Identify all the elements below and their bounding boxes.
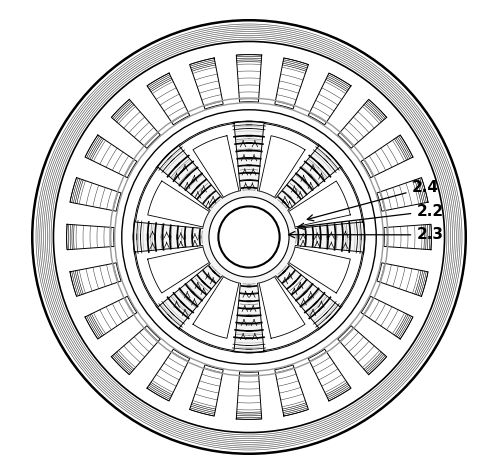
Text: 2.3: 2.3: [288, 228, 443, 242]
Polygon shape: [308, 73, 351, 125]
Polygon shape: [338, 326, 386, 374]
Polygon shape: [193, 136, 239, 197]
Polygon shape: [288, 246, 363, 307]
Polygon shape: [377, 178, 428, 211]
Polygon shape: [377, 263, 428, 296]
Polygon shape: [190, 365, 223, 416]
Polygon shape: [384, 224, 431, 250]
Polygon shape: [289, 181, 350, 227]
Polygon shape: [147, 73, 190, 125]
Polygon shape: [236, 55, 262, 102]
Polygon shape: [236, 372, 262, 419]
Polygon shape: [148, 247, 209, 293]
Circle shape: [53, 41, 445, 433]
Polygon shape: [147, 349, 190, 401]
Polygon shape: [275, 365, 308, 416]
Polygon shape: [190, 58, 223, 109]
Polygon shape: [193, 277, 239, 338]
Text: 2.2: 2.2: [298, 204, 443, 229]
Circle shape: [32, 20, 466, 454]
Polygon shape: [361, 296, 413, 339]
Polygon shape: [275, 58, 308, 109]
Polygon shape: [361, 135, 413, 178]
Polygon shape: [70, 178, 121, 211]
Polygon shape: [85, 296, 137, 339]
Polygon shape: [288, 167, 363, 228]
Polygon shape: [289, 247, 350, 293]
Polygon shape: [259, 136, 305, 197]
Polygon shape: [112, 326, 160, 374]
Polygon shape: [259, 277, 305, 338]
Polygon shape: [135, 167, 210, 228]
Polygon shape: [135, 246, 210, 307]
Text: 2.4: 2.4: [307, 180, 439, 221]
Polygon shape: [179, 276, 241, 351]
Polygon shape: [257, 123, 319, 198]
Polygon shape: [308, 349, 351, 401]
Polygon shape: [257, 276, 319, 351]
Circle shape: [209, 197, 289, 277]
Polygon shape: [70, 263, 121, 296]
Circle shape: [122, 110, 376, 364]
Polygon shape: [85, 135, 137, 178]
Polygon shape: [112, 100, 160, 148]
Polygon shape: [338, 100, 386, 148]
Polygon shape: [179, 123, 241, 198]
Polygon shape: [148, 181, 209, 227]
Polygon shape: [67, 224, 114, 250]
Circle shape: [218, 206, 280, 268]
Circle shape: [133, 121, 365, 353]
